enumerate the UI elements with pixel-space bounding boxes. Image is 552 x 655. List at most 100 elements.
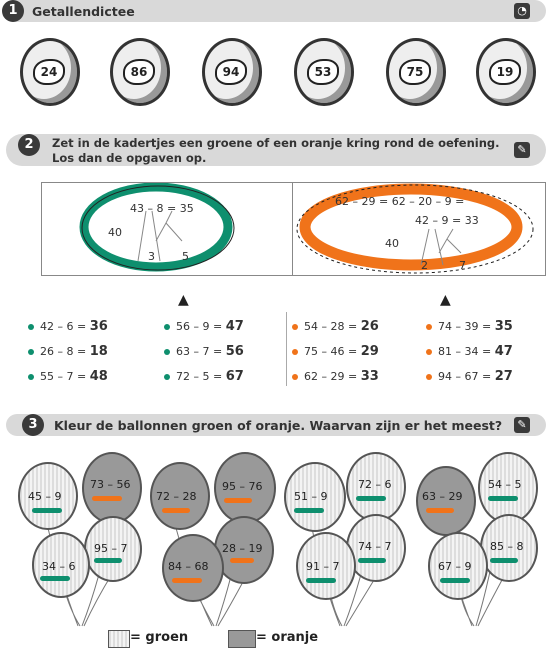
green-dot (164, 349, 170, 355)
orange-dot (292, 349, 298, 355)
exercise-question: 54 – 28 = (304, 320, 358, 333)
ball-number: 19 (489, 59, 521, 85)
legend-green-label: = groen (130, 630, 189, 645)
balloon-label: 91 – 7 (306, 560, 340, 573)
box-left-part-a: 3 (148, 250, 155, 263)
green-mark (356, 496, 386, 501)
orange-mark (172, 578, 202, 583)
box-right-part-a: 2 (421, 259, 428, 272)
exercise-box-left: 43 – 8 = 35 40 3 5 (41, 182, 295, 276)
section-2-title-line2: Los dan de opgaven op. (52, 151, 207, 165)
section-3-header (6, 414, 546, 436)
balloon-label: 34 – 6 (42, 560, 76, 573)
orange-dot (426, 349, 432, 355)
balloon-label: 45 – 9 (28, 490, 62, 503)
section-2-number: 2 (18, 134, 40, 156)
balloon-green[interactable] (18, 462, 78, 530)
box-left-split: 40 (108, 226, 122, 239)
green-dot (28, 374, 34, 380)
audio-icon: ◔ (514, 3, 530, 19)
column-divider (286, 312, 287, 386)
box-right-equation-1: 62 – 29 = 62 – 20 – 9 = (335, 195, 465, 208)
exercise-question: 26 – 8 = (40, 345, 87, 358)
ball-number: 53 (307, 59, 339, 85)
section-3-number: 3 (22, 414, 44, 436)
orange-mark (162, 508, 190, 513)
section-1-header (6, 0, 546, 22)
green-mark (358, 558, 386, 563)
exercise-question: 42 – 6 = (40, 320, 87, 333)
exercise-item: 55 – 7 = 48 (28, 369, 108, 384)
balloon-orange[interactable] (162, 534, 224, 602)
balloon-label: 63 – 29 (422, 490, 463, 503)
exercise-item: 54 – 28 = 26 (292, 319, 379, 334)
exercise-answer: 33 (360, 369, 379, 384)
balloon-green[interactable] (32, 532, 90, 598)
green-dot (164, 324, 170, 330)
legend-orange-label: = oranje (256, 630, 319, 645)
green-mark (40, 576, 70, 581)
green-mark (294, 508, 324, 513)
exercise-answer: 29 (360, 344, 379, 359)
exercise-question: 74 – 39 = (438, 320, 492, 333)
green-mark (490, 558, 518, 563)
orange-mark (426, 508, 454, 513)
balloon-green[interactable] (296, 532, 356, 600)
green-mark (488, 496, 518, 501)
balloon-label: 54 – 5 (488, 478, 522, 491)
balloon-label: 95 – 76 (222, 480, 263, 493)
tennis-ball: 86 (110, 38, 170, 106)
exercise-answer: 35 (494, 319, 513, 334)
exercise-item: 42 – 6 = 36 (28, 319, 108, 334)
warning-triangle-icon: ▲ (440, 292, 451, 308)
balloon-label: 67 – 9 (438, 560, 472, 573)
tennis-ball: 94 (202, 38, 262, 106)
section-1-title: Getallendictee (32, 4, 135, 19)
green-mark (32, 508, 62, 513)
balloon-label: 84 – 68 (168, 560, 209, 573)
orange-dot (426, 324, 432, 330)
exercise-answer: 47 (225, 319, 244, 334)
ball-number: 75 (399, 59, 431, 85)
orange-dot (292, 324, 298, 330)
box-left-part-b: 5 (182, 250, 189, 263)
exercise-item: 26 – 8 = 18 (28, 344, 108, 359)
exercise-question: 56 – 9 = (176, 320, 223, 333)
exercise-question: 75 – 46 = (304, 345, 358, 358)
balloon-green[interactable] (428, 532, 488, 600)
balloon-orange[interactable] (150, 462, 210, 530)
orange-circle-drawing (296, 183, 534, 274)
exercise-answer: 18 (89, 344, 108, 359)
box-right-equation-2: 42 – 9 = 33 (415, 214, 479, 227)
green-dot (164, 374, 170, 380)
pencil-icon: ✎ (514, 142, 530, 158)
tennis-ball: 19 (476, 38, 536, 106)
ball-number: 94 (215, 59, 247, 85)
section-2-title-line1: Zet in de kadertjes een groene of een or… (52, 136, 500, 150)
pencil-icon: ✎ (514, 417, 530, 433)
balloon-label: 73 – 56 (90, 478, 131, 491)
green-mark (94, 558, 122, 563)
green-dot (28, 349, 34, 355)
exercise-question: 94 – 67 = (438, 370, 492, 383)
exercise-item: 62 – 29 = 33 (292, 369, 379, 384)
legend-green-swatch (108, 630, 130, 648)
exercise-answer: 36 (89, 319, 108, 334)
balloon-label: 74 – 7 (358, 540, 392, 553)
orange-mark (92, 496, 122, 501)
orange-mark (224, 498, 252, 503)
exercise-item: 81 – 34 = 47 (426, 344, 513, 359)
box-left-equation: 43 – 8 = 35 (130, 202, 194, 215)
ball-number: 24 (33, 59, 65, 85)
exercise-item: 74 – 39 = 35 (426, 319, 513, 334)
exercise-item: 75 – 46 = 29 (292, 344, 379, 359)
green-circle-drawing (79, 183, 235, 272)
legend-orange-swatch (228, 630, 256, 648)
section-2-header (6, 134, 546, 166)
balloon-green[interactable] (284, 462, 346, 532)
balloon-green[interactable] (480, 514, 538, 582)
exercise-answer: 48 (89, 369, 108, 384)
balloon-label: 51 – 9 (294, 490, 328, 503)
balloon-label: 85 – 8 (490, 540, 524, 553)
balloon-orange[interactable] (214, 452, 276, 524)
